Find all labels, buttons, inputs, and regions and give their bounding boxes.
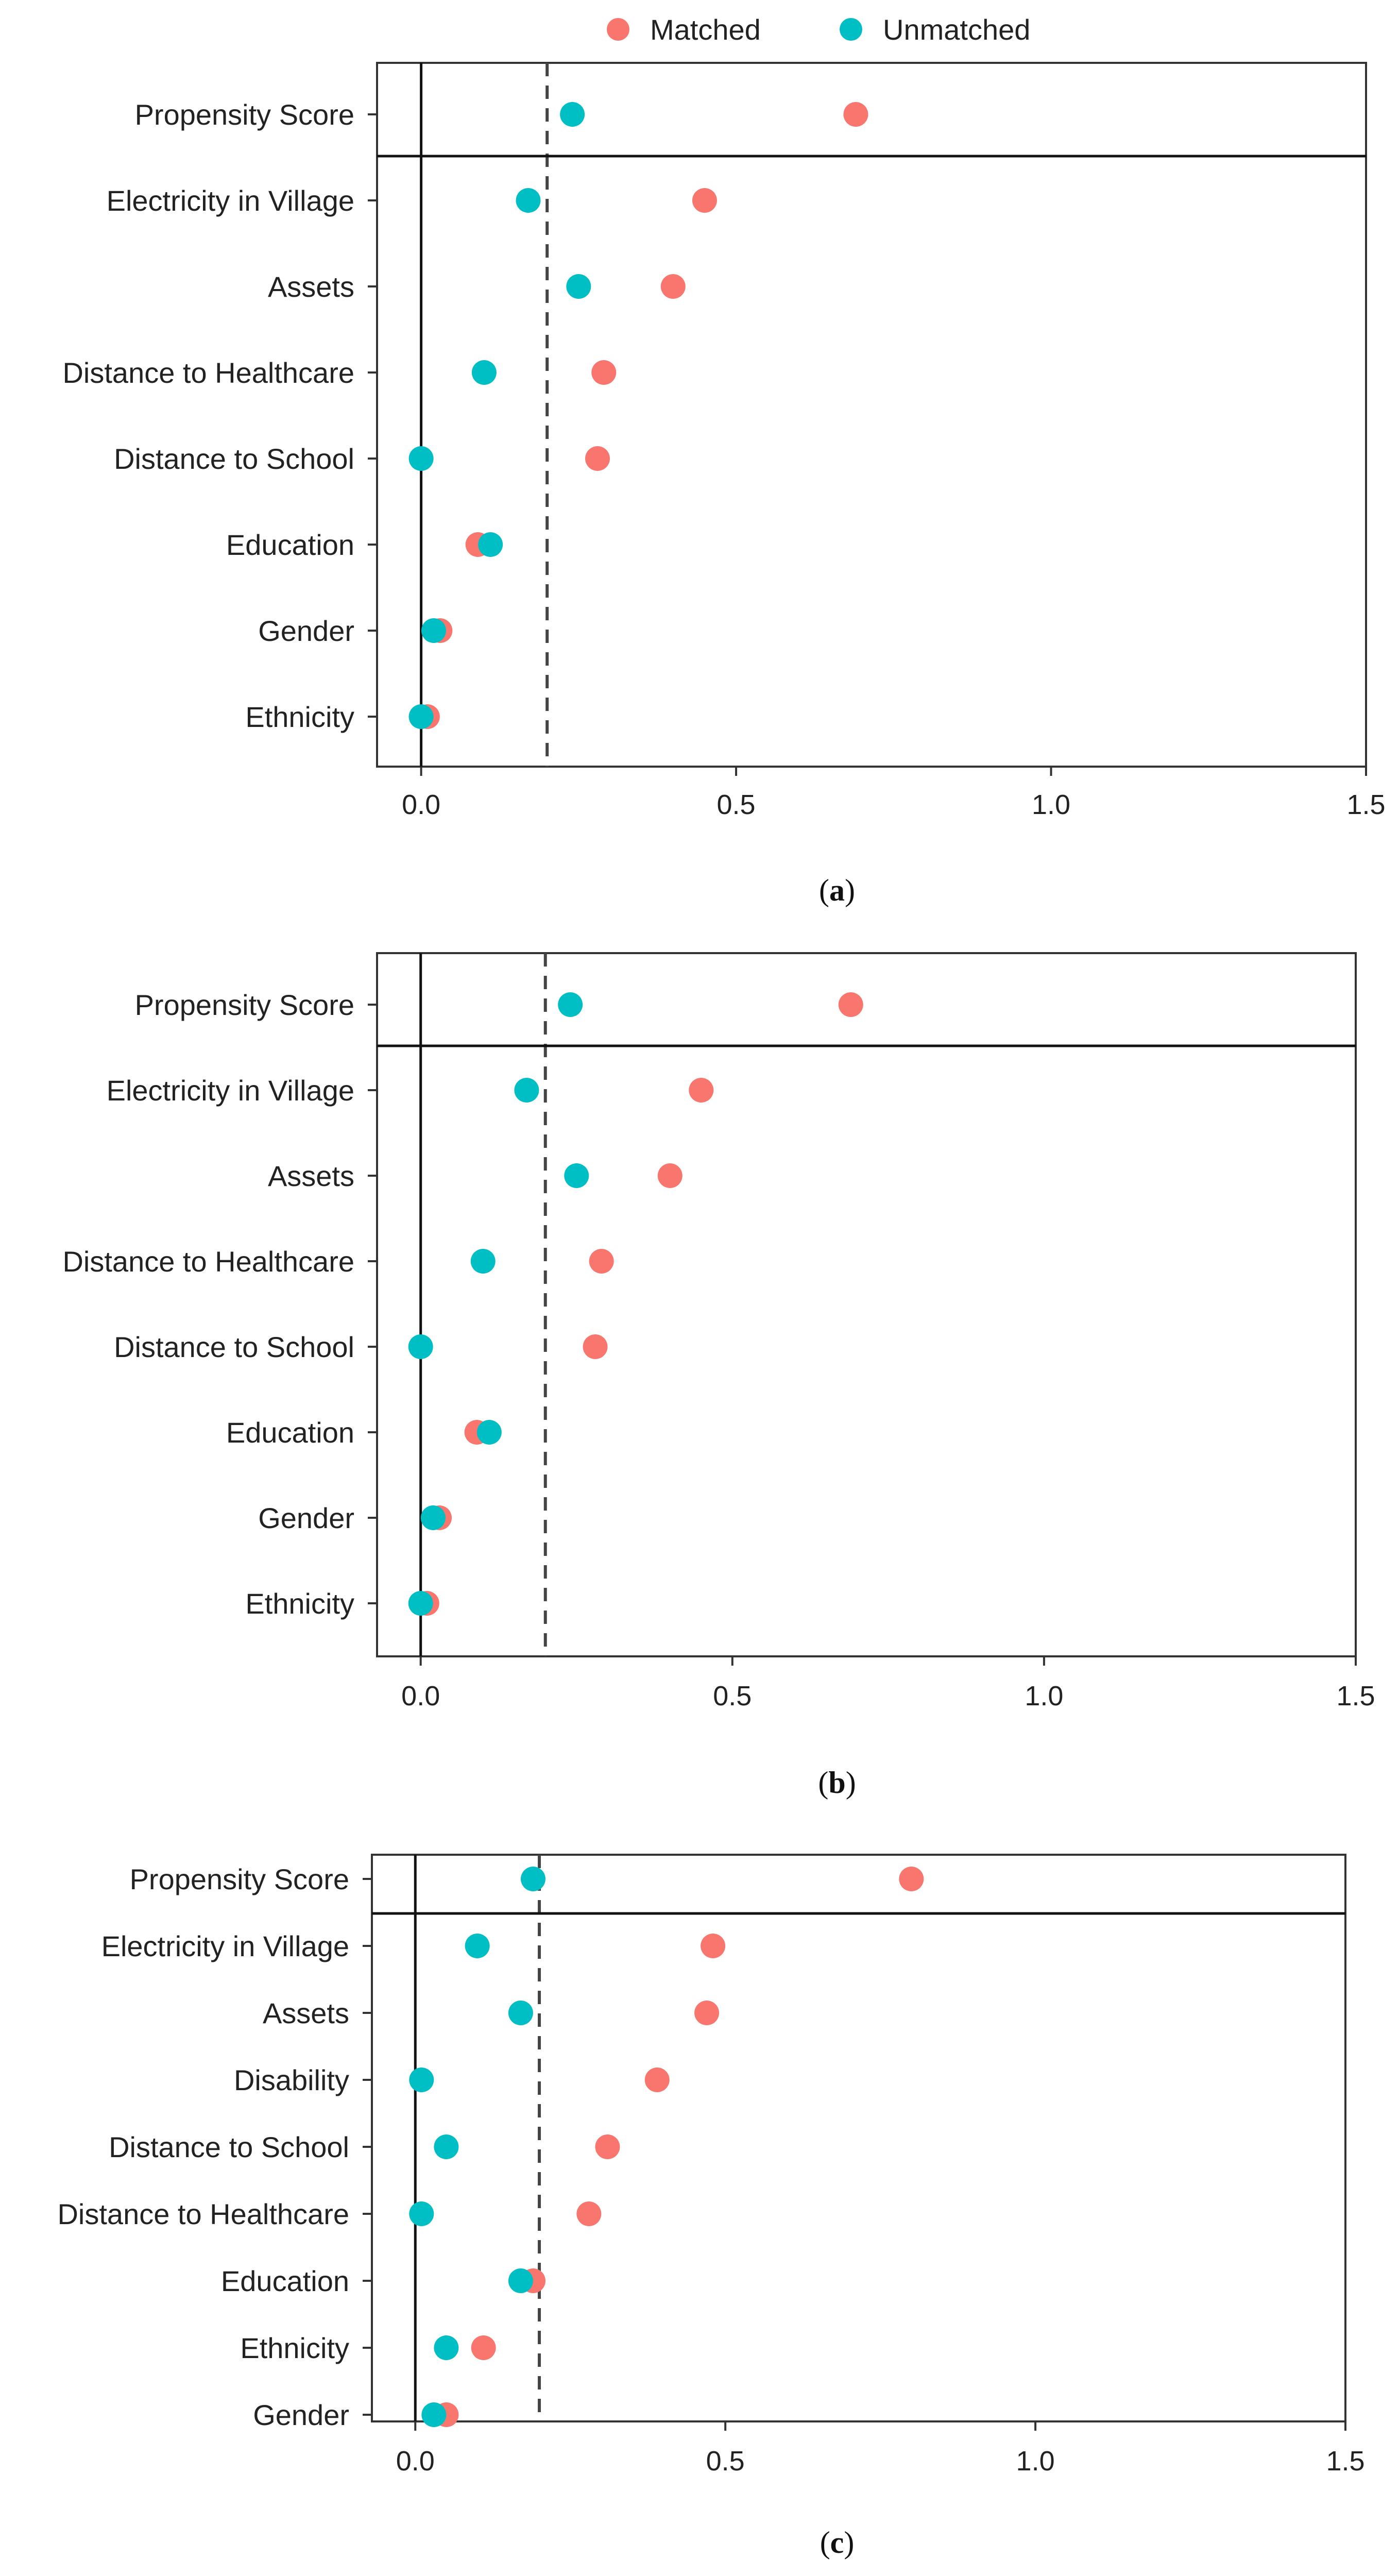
y-tick-label: Propensity Score bbox=[135, 98, 354, 131]
point-matched bbox=[644, 2067, 670, 2092]
point-unmatched bbox=[558, 992, 583, 1017]
y-tick-label: Electricity in Village bbox=[107, 1074, 354, 1107]
chart-panel-b: Propensity Score Electricity in Village As… bbox=[62, 952, 1375, 1800]
point-unmatched bbox=[508, 2001, 533, 2025]
point-matched bbox=[694, 2001, 720, 2025]
x-tick-label: 0.0 bbox=[396, 2446, 435, 2477]
point-matched bbox=[657, 1163, 683, 1188]
point-matched bbox=[692, 188, 717, 213]
y-tick-label: Distance to Healthcare bbox=[62, 357, 354, 389]
point-unmatched bbox=[408, 446, 434, 471]
point-matched bbox=[589, 1249, 614, 1274]
y-tick-label: Education bbox=[221, 2265, 349, 2297]
legend-item-unmatched: Unmatched bbox=[840, 11, 1030, 47]
point-unmatched bbox=[520, 1867, 545, 1891]
chart-panel-a: Propensity Score Electricity in Village As… bbox=[62, 62, 1386, 907]
legend-label-unmatched: Unmatched bbox=[883, 13, 1031, 46]
point-unmatched bbox=[409, 2201, 434, 2226]
point-matched bbox=[585, 446, 610, 471]
point-matched bbox=[660, 274, 686, 299]
legend-label-matched: Matched bbox=[650, 13, 761, 46]
y-tick-label: Electricity in Village bbox=[101, 1930, 349, 1962]
point-unmatched bbox=[476, 1420, 502, 1445]
x-tick-label: 1.5 bbox=[1336, 1681, 1375, 1711]
point-unmatched bbox=[470, 1249, 496, 1274]
point-unmatched bbox=[408, 1591, 433, 1616]
y-tick-label: Education bbox=[226, 1416, 354, 1449]
point-matched bbox=[838, 992, 863, 1017]
point-unmatched bbox=[408, 1334, 433, 1359]
y-tick-label: Distance to Healthcare bbox=[57, 2198, 349, 2230]
y-tick-label: Gender bbox=[258, 615, 354, 647]
point-matched bbox=[843, 102, 868, 127]
y-tick-label: Assets bbox=[263, 1997, 349, 2029]
x-tick-label: 1.0 bbox=[1032, 789, 1070, 820]
point-matched bbox=[576, 2201, 602, 2226]
point-matched bbox=[591, 360, 617, 385]
panel-label: (c) bbox=[820, 2526, 855, 2560]
point-unmatched bbox=[420, 1505, 446, 1530]
point-matched bbox=[583, 1334, 608, 1359]
x-tick-label: 0.5 bbox=[713, 1681, 752, 1711]
plot-frame bbox=[371, 1854, 1346, 2422]
point-matched bbox=[689, 1078, 714, 1103]
plot-frame bbox=[376, 952, 1357, 1657]
x-tick-label: 1.0 bbox=[1025, 1681, 1063, 1711]
panel-label: (a) bbox=[819, 873, 855, 907]
y-tick-label: Ethnicity bbox=[245, 1587, 354, 1620]
y-tick-label: Electricity in Village bbox=[107, 184, 354, 217]
x-tick-label: 1.5 bbox=[1326, 2446, 1364, 2477]
x-tick-label: 0.5 bbox=[717, 789, 756, 820]
y-tick-label: Propensity Score bbox=[135, 989, 354, 1021]
point-matched bbox=[595, 2134, 620, 2159]
point-unmatched bbox=[508, 2268, 533, 2293]
point-unmatched bbox=[434, 2134, 459, 2159]
point-matched bbox=[471, 2335, 496, 2360]
y-tick-label: Distance to Healthcare bbox=[62, 1245, 354, 1278]
point-unmatched bbox=[516, 188, 541, 213]
point-matched bbox=[701, 1934, 726, 1958]
point-unmatched bbox=[409, 2067, 434, 2092]
point-matched bbox=[899, 1867, 924, 1891]
point-unmatched bbox=[564, 1163, 589, 1188]
x-tick-label: 0.0 bbox=[401, 1681, 440, 1711]
point-unmatched bbox=[465, 1934, 490, 1958]
x-tick-label: 0.5 bbox=[706, 2446, 745, 2477]
point-unmatched bbox=[408, 704, 434, 729]
legend-item-matched: Matched bbox=[607, 11, 761, 47]
y-tick-label: Assets bbox=[268, 270, 354, 303]
y-tick-label: Ethnicity bbox=[245, 701, 354, 733]
x-tick-label: 1.0 bbox=[1016, 2446, 1055, 2477]
x-tick-label: 1.5 bbox=[1346, 789, 1385, 820]
legend-swatch-unmatched bbox=[840, 18, 862, 41]
plot-frame bbox=[376, 62, 1367, 768]
y-tick-label: Assets bbox=[268, 1160, 354, 1192]
legend-swatch-matched bbox=[607, 18, 629, 41]
point-unmatched bbox=[478, 532, 503, 557]
panel-label: (b) bbox=[818, 1766, 856, 1800]
y-tick-label: Distance to School bbox=[114, 1331, 354, 1363]
y-tick-label: Education bbox=[226, 529, 354, 561]
y-tick-label: Propensity Score bbox=[130, 1863, 349, 1895]
legend: Matched Unmatched bbox=[0, 0, 1399, 62]
y-tick-label: Distance to School bbox=[114, 443, 354, 475]
chart-panel-c: Propensity Score Electricity in Village As… bbox=[57, 1854, 1365, 2560]
point-unmatched bbox=[471, 360, 497, 385]
point-unmatched bbox=[566, 274, 591, 299]
point-unmatched bbox=[421, 2402, 447, 2427]
x-tick-label: 0.0 bbox=[402, 789, 440, 820]
y-tick-label: Distance to School bbox=[109, 2131, 349, 2163]
point-unmatched bbox=[434, 2335, 459, 2360]
y-tick-label: Gender bbox=[258, 1502, 354, 1534]
y-tick-label: Gender bbox=[253, 2399, 349, 2431]
point-unmatched bbox=[514, 1078, 539, 1103]
point-unmatched bbox=[421, 618, 447, 643]
y-tick-label: Disability bbox=[234, 2064, 349, 2096]
point-unmatched bbox=[560, 102, 585, 127]
y-tick-label: Ethnicity bbox=[240, 2332, 349, 2364]
